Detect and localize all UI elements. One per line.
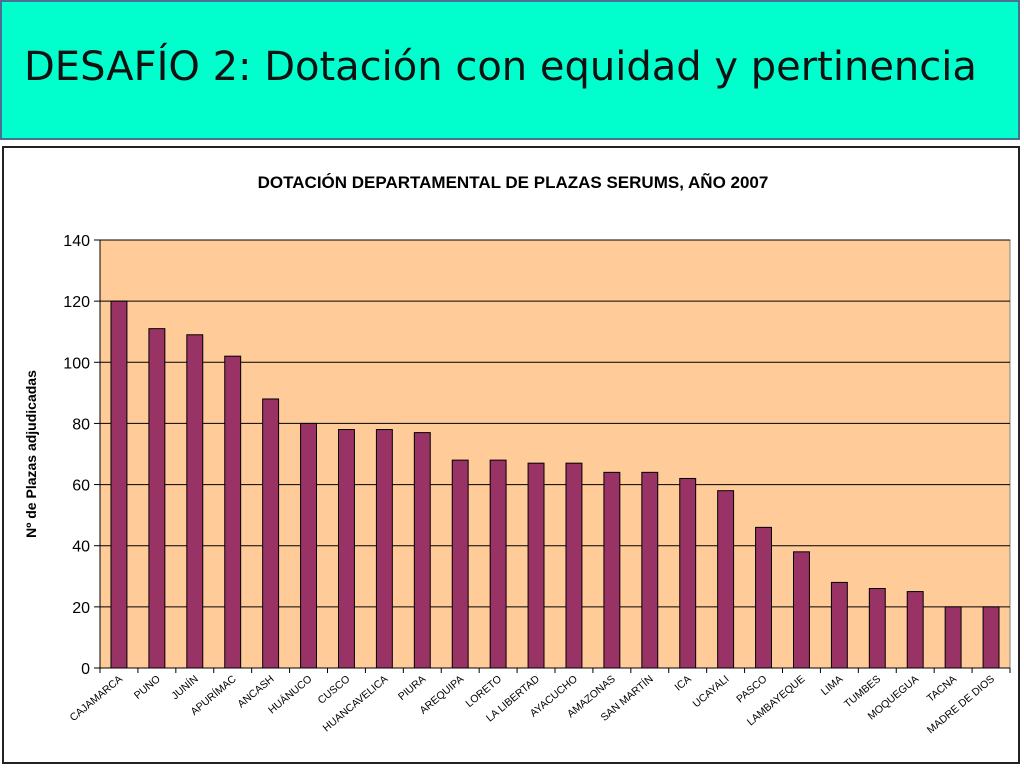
y-tick-label: 60: [72, 478, 90, 495]
plot-area: [99, 239, 1011, 669]
bar: [944, 606, 962, 669]
x-tick-label: LIMA: [819, 673, 845, 698]
bar: [717, 490, 735, 669]
y-tick-label: 40: [72, 539, 90, 556]
bar: [489, 459, 507, 669]
bar: [186, 334, 204, 669]
bar: [755, 526, 773, 669]
bar: [148, 328, 166, 669]
bar: [792, 551, 810, 669]
bar: [565, 462, 583, 669]
bar: [413, 432, 431, 669]
chart-frame: DOTACIÓN DEPARTAMENTAL DE PLAZAS SERUMS,…: [2, 146, 1020, 764]
slide-title: DESAFÍO 2: Dotación con equidad y pertin…: [24, 44, 977, 90]
bar: [337, 429, 355, 669]
chart-title: DOTACIÓN DEPARTAMENTAL DE PLAZAS SERUMS,…: [258, 172, 769, 192]
y-axis-title: Nº de Plazas adjudicadas: [23, 370, 39, 538]
bar-chart: DOTACIÓN DEPARTAMENTAL DE PLAZAS SERUMS,…: [23, 172, 1011, 736]
y-tick-label: 100: [63, 355, 90, 372]
bar: [868, 588, 886, 669]
x-tick-label: PASCO: [734, 673, 769, 705]
bar: [224, 355, 242, 669]
bar: [527, 462, 545, 669]
bar: [641, 471, 659, 669]
x-tick-label: CUSCO: [316, 673, 353, 707]
x-tick-label: MADRE DE DIOS: [925, 673, 997, 736]
x-tick-label: TACNA: [925, 673, 959, 705]
bar: [110, 300, 128, 669]
bar: [830, 581, 848, 669]
x-tick-label: PIURA: [396, 673, 428, 703]
bar: [451, 459, 469, 669]
bar: [262, 398, 280, 669]
y-tick-label: 120: [63, 294, 90, 311]
x-tick-label: CAJAMARCA: [68, 673, 125, 724]
x-tick-label: JUNÍN: [169, 672, 201, 702]
x-tick-label: ICA: [673, 673, 694, 693]
y-tick-label: 20: [72, 600, 90, 617]
bar: [679, 477, 697, 669]
bar: [603, 471, 621, 669]
bar: [906, 591, 924, 669]
slide-header: DESAFÍO 2: Dotación con equidad y pertin…: [0, 0, 1020, 140]
y-tick-label: 0: [81, 661, 90, 678]
x-tick-label: HUANCAVELICA: [321, 673, 391, 734]
x-tick-label: PUNO: [132, 673, 163, 702]
y-tick-label: 80: [72, 416, 90, 433]
bar: [375, 429, 393, 669]
x-tick-label: UCAYALI: [691, 673, 732, 710]
bar: [300, 422, 318, 669]
bar: [982, 606, 1000, 669]
y-tick-label: 140: [63, 233, 90, 250]
